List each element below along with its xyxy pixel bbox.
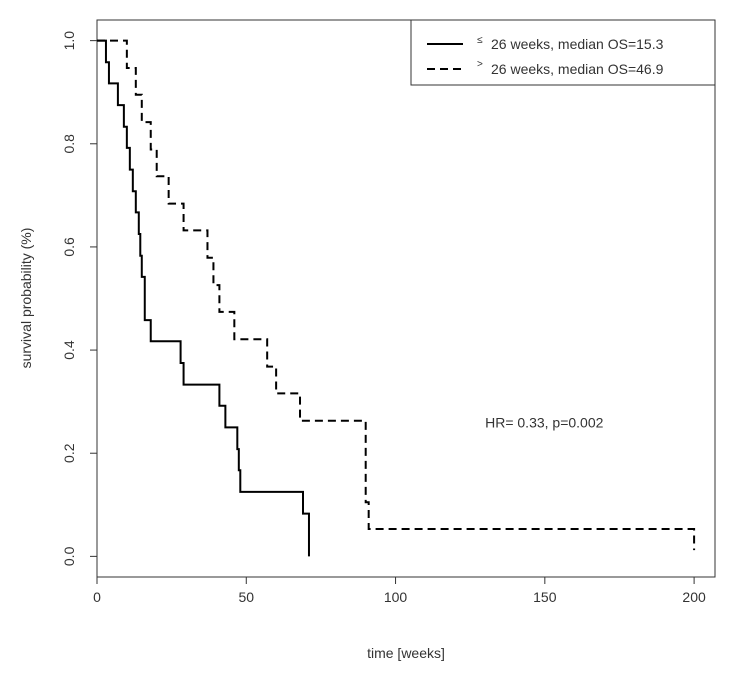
plot-frame [96, 19, 716, 578]
hazard-ratio-annotation: HR= 0.33, p=0.002 [485, 414, 604, 430]
x-tick-label: 0 [93, 589, 101, 605]
y-tick-label: 1.0 [61, 31, 77, 51]
legend-label-le26: 26 weeks, median OS=15.3 [491, 36, 664, 52]
y-tick-label: 0.8 [61, 134, 77, 154]
legend-label-gt26: 26 weeks, median OS=46.9 [491, 61, 664, 77]
x-tick-label: 100 [384, 589, 408, 605]
y-tick-label: 0.6 [61, 237, 77, 257]
y-axis-label: survival probability (%) [18, 228, 34, 369]
legend-symbol-gt: > [477, 59, 483, 70]
x-tick-label: 200 [682, 589, 706, 605]
axes: 0 50 100 150 200 0.0 0.2 0.4 0.6 0.8 1.0 [61, 31, 706, 605]
x-tick-label: 50 [238, 589, 254, 605]
x-axis-label: time [weeks] [367, 645, 445, 661]
series-line-gt26 [97, 39, 696, 551]
y-tick-label: 0.2 [61, 443, 77, 463]
y-tick-label: 0.0 [61, 546, 77, 566]
legend: ≤ 26 weeks, median OS=15.3 > 26 weeks, m… [410, 19, 716, 86]
survival-curves [97, 39, 696, 557]
y-tick-label: 0.4 [61, 340, 77, 360]
series-line-le26 [97, 39, 310, 557]
legend-box [410, 19, 716, 86]
x-tick-label: 150 [533, 589, 557, 605]
legend-symbol-le: ≤ [477, 35, 483, 46]
